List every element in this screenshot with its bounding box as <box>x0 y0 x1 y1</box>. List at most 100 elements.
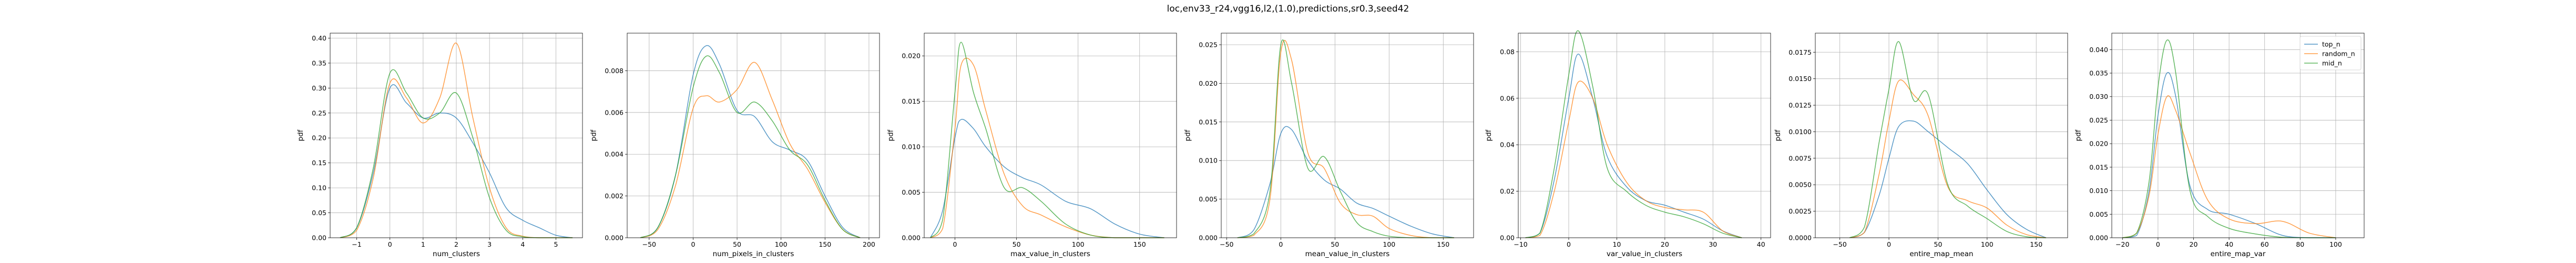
x-tick-label: 0 <box>953 240 957 248</box>
y-tick-label: 0.002 <box>605 192 623 200</box>
y-tick-label: 0.06 <box>1500 94 1515 102</box>
y-tick-label: 0.35 <box>312 59 326 67</box>
x-tick-label: 80 <box>2296 240 2304 248</box>
y-tick-label: 0.02 <box>1500 187 1515 195</box>
x-tick-label: 200 <box>863 240 875 248</box>
series-line-mid-n <box>2122 39 2336 238</box>
y-axis-label: pdf <box>1774 129 1782 141</box>
subplot-2: −50 0 50 100 150 200 0.000 0.002 0.004 0.006 0.008… <box>590 33 880 258</box>
x-tick-label: 100 <box>2329 240 2342 248</box>
series-line-random-n <box>1525 80 1742 238</box>
x-tick-label: 20 <box>1661 240 1669 248</box>
x-tick-label: −50 <box>642 240 656 248</box>
y-tick-label: 0.25 <box>312 109 326 117</box>
x-tick-label: 0 <box>1567 240 1571 248</box>
x-tick-label: 150 <box>1437 240 1449 248</box>
y-tick-label: 0.0150 <box>1788 75 1812 83</box>
y-tick-label: 0.0175 <box>1788 48 1812 56</box>
y-tick-label: 0.030 <box>2089 93 2108 100</box>
x-tick-label: 2 <box>454 240 458 248</box>
x-tick-label: 1 <box>421 240 425 248</box>
series-line-top-n <box>340 84 573 238</box>
y-tick-label: 0.005 <box>1199 195 1218 203</box>
y-tick-label: 0.15 <box>312 159 326 167</box>
y-tick-label: 0.0050 <box>1788 181 1812 189</box>
y-tick-label: 0.000 <box>605 234 623 242</box>
axes-frame <box>2111 33 2365 238</box>
x-tick-label: 20 <box>2190 240 2198 248</box>
y-tick-label: 0.015 <box>2089 163 2108 171</box>
series-line-top-n <box>640 45 861 238</box>
y-tick-label: 0.025 <box>2089 116 2108 124</box>
x-tick-label: −20 <box>2115 240 2129 248</box>
x-axis-label: var_value_in_clusters <box>1607 250 1682 258</box>
series-line-top-n <box>930 119 1164 238</box>
y-tick-label: 0.00 <box>312 234 326 242</box>
series-line-mid-n <box>340 69 573 238</box>
x-tick-label: −50 <box>1833 240 1846 248</box>
series-line-top-n <box>2122 72 2336 238</box>
x-tick-label: 50 <box>1331 240 1339 248</box>
y-tick-label: 0.40 <box>312 34 326 42</box>
x-tick-label: 0 <box>1279 240 1283 248</box>
series-line-random-n <box>640 62 861 238</box>
y-tick-label: 0.035 <box>2089 69 2108 77</box>
y-tick-label: 0.05 <box>312 209 326 217</box>
x-tick-label: 30 <box>1709 240 1717 248</box>
subplot-1: −1 0 1 2 3 4 5 0.00 0.05 0.10 0.15 0.20 0.25 0.30 0.35… <box>297 33 583 258</box>
series-line-mid-n <box>1849 41 2046 238</box>
x-tick-label: 0 <box>388 240 392 248</box>
y-axis-label: pdf <box>2074 129 2083 141</box>
y-tick-label: 0.20 <box>312 134 326 142</box>
y-axis-label: pdf <box>887 129 895 141</box>
x-tick-label: 0 <box>1887 240 1891 248</box>
y-tick-label: 0.000 <box>902 234 921 242</box>
x-tick-label: 100 <box>1383 240 1395 248</box>
y-tick-label: 0.000 <box>1199 234 1218 242</box>
y-tick-label: 0.08 <box>1500 48 1515 56</box>
series-line-random-n <box>2122 95 2336 238</box>
subplot-5: −10 0 10 20 30 40 0.00 0.02 0.04 0.06 0.08 var_valu… <box>1485 30 1771 258</box>
y-tick-label: 0.020 <box>2089 140 2108 148</box>
y-tick-label: 0.00 <box>1500 234 1515 242</box>
figure-title: loc,env33_r24,vgg16,l2,(1.0),predictions… <box>1167 4 1409 14</box>
y-tick-label: 0.005 <box>902 188 921 196</box>
y-tick-label: 0.010 <box>902 143 921 151</box>
y-tick-label: 0.0100 <box>1788 128 1812 136</box>
axes-frame <box>1518 33 1771 238</box>
y-tick-label: 0.010 <box>1199 157 1218 165</box>
y-tick-label: 0.30 <box>312 84 326 92</box>
y-axis-label: pdf <box>297 129 305 141</box>
y-axis-label: pdf <box>590 129 598 141</box>
y-tick-label: 0.020 <box>902 52 921 60</box>
x-axis-label: num_clusters <box>433 250 480 258</box>
axes-frame <box>627 33 880 238</box>
series-line-mid-n <box>640 55 861 238</box>
x-tick-label: 10 <box>1612 240 1621 248</box>
series-line-random-n <box>930 57 1164 238</box>
legend-label-mid-n: mid_n <box>2322 59 2342 67</box>
subplot-7: −20 0 20 40 60 80 100 0.000 0.005 0.010 0.015 0.020… <box>2074 33 2365 258</box>
x-axis-label: max_value_in_clusters <box>1010 250 1090 258</box>
x-tick-label: 150 <box>819 240 831 248</box>
series-line-mid-n <box>1525 30 1742 238</box>
y-tick-label: 0.015 <box>1199 118 1218 126</box>
x-tick-label: 50 <box>1934 240 1943 248</box>
x-tick-label: 100 <box>775 240 788 248</box>
series-line-top-n <box>1525 54 1742 238</box>
subplot-4: −50 0 50 100 150 0.000 0.005 0.010 0.015 0.020 0.0… <box>1184 33 1474 258</box>
series-line-top-n <box>1237 126 1455 238</box>
x-tick-label: 150 <box>2030 240 2042 248</box>
x-axis-label: mean_value_in_clusters <box>1305 250 1390 258</box>
y-axis-label: pdf <box>1184 129 1192 141</box>
x-tick-label: 40 <box>1757 240 1765 248</box>
x-tick-label: 60 <box>2261 240 2269 248</box>
x-tick-label: 3 <box>487 240 492 248</box>
y-tick-label: 0.025 <box>1199 41 1218 49</box>
x-tick-label: 100 <box>1072 240 1085 248</box>
y-tick-label: 0.008 <box>605 67 623 75</box>
subplot-6: −50 0 50 100 150 0.0000 0.0025 0.0050 0.0075 0.01… <box>1774 33 2068 258</box>
series-line-random-n <box>1237 39 1454 238</box>
